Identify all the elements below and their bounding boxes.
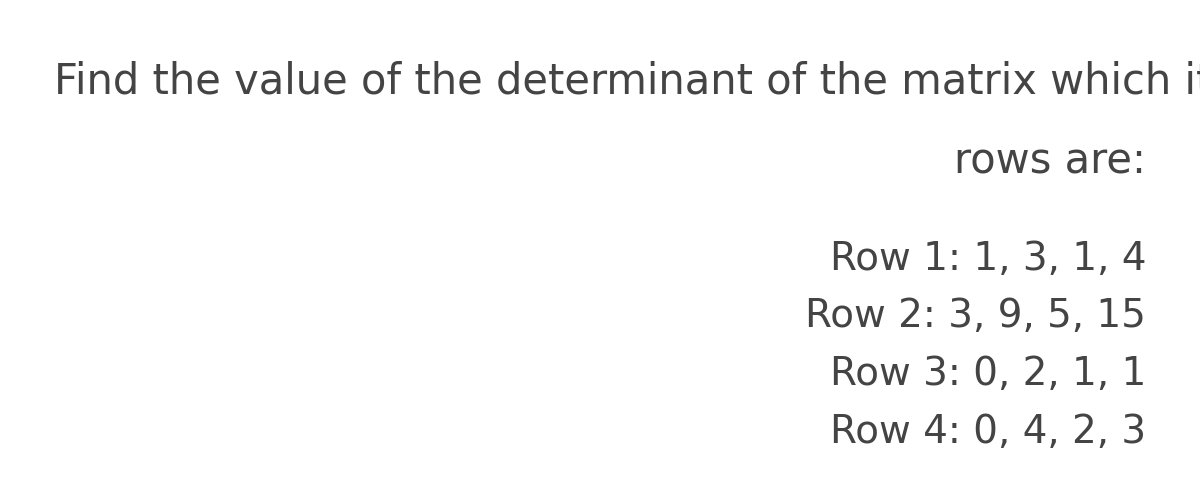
- Text: Row 2: 3, 9, 5, 15: Row 2: 3, 9, 5, 15: [805, 298, 1146, 336]
- Text: Row 4: 0, 4, 2, 3: Row 4: 0, 4, 2, 3: [830, 412, 1146, 451]
- Text: Row 1: 1, 3, 1, 4: Row 1: 1, 3, 1, 4: [829, 240, 1146, 278]
- Text: Row 3: 0, 2, 1, 1: Row 3: 0, 2, 1, 1: [829, 355, 1146, 393]
- Text: Find the value of the determinant of the matrix which its: Find the value of the determinant of the…: [54, 60, 1200, 102]
- Text: rows are:: rows are:: [954, 140, 1146, 182]
